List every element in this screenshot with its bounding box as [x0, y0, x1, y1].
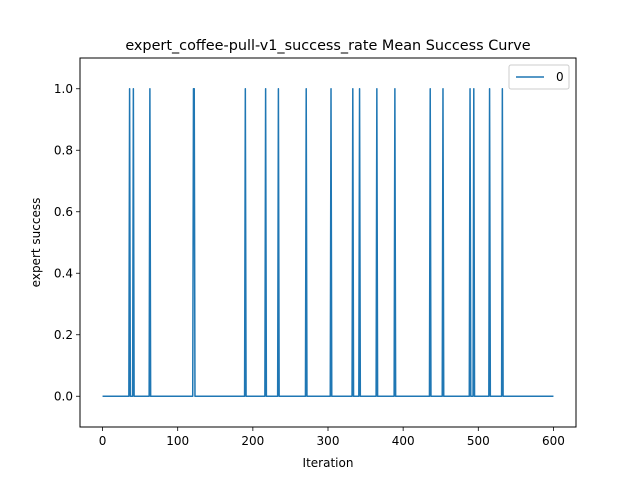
y-tick-label: 0.0 — [54, 389, 73, 403]
x-tick-label: 500 — [467, 434, 490, 448]
x-tick-label: 300 — [317, 434, 340, 448]
y-axis-label: expert success — [29, 198, 43, 288]
y-tick-label: 1.0 — [54, 82, 73, 96]
plot-frame — [79, 57, 577, 428]
plot-area — [80, 58, 576, 427]
x-tick-label: 400 — [392, 434, 415, 448]
y-axis: 0.0 0.2 0.4 0.6 0.8 1.0 — [54, 82, 80, 403]
y-tick-label: 0.4 — [54, 266, 73, 280]
series-line-0 — [102, 88, 554, 397]
y-tick-label: 0.8 — [54, 143, 73, 157]
y-tick-label: 0.6 — [54, 205, 73, 219]
legend-label-0: 0 — [556, 70, 564, 84]
x-axis-label: Iteration — [303, 456, 354, 470]
x-tick-label: 100 — [166, 434, 189, 448]
x-tick-label: 200 — [241, 434, 264, 448]
x-axis: 0 100 200 300 400 500 600 — [99, 427, 565, 448]
x-tick-label: 0 — [99, 434, 107, 448]
y-tick-label: 0.2 — [54, 328, 73, 342]
x-tick-label: 600 — [542, 434, 565, 448]
chart-title: expert_coffee-pull-v1_success_rate Mean … — [125, 38, 530, 54]
legend: 0 — [508, 64, 570, 90]
